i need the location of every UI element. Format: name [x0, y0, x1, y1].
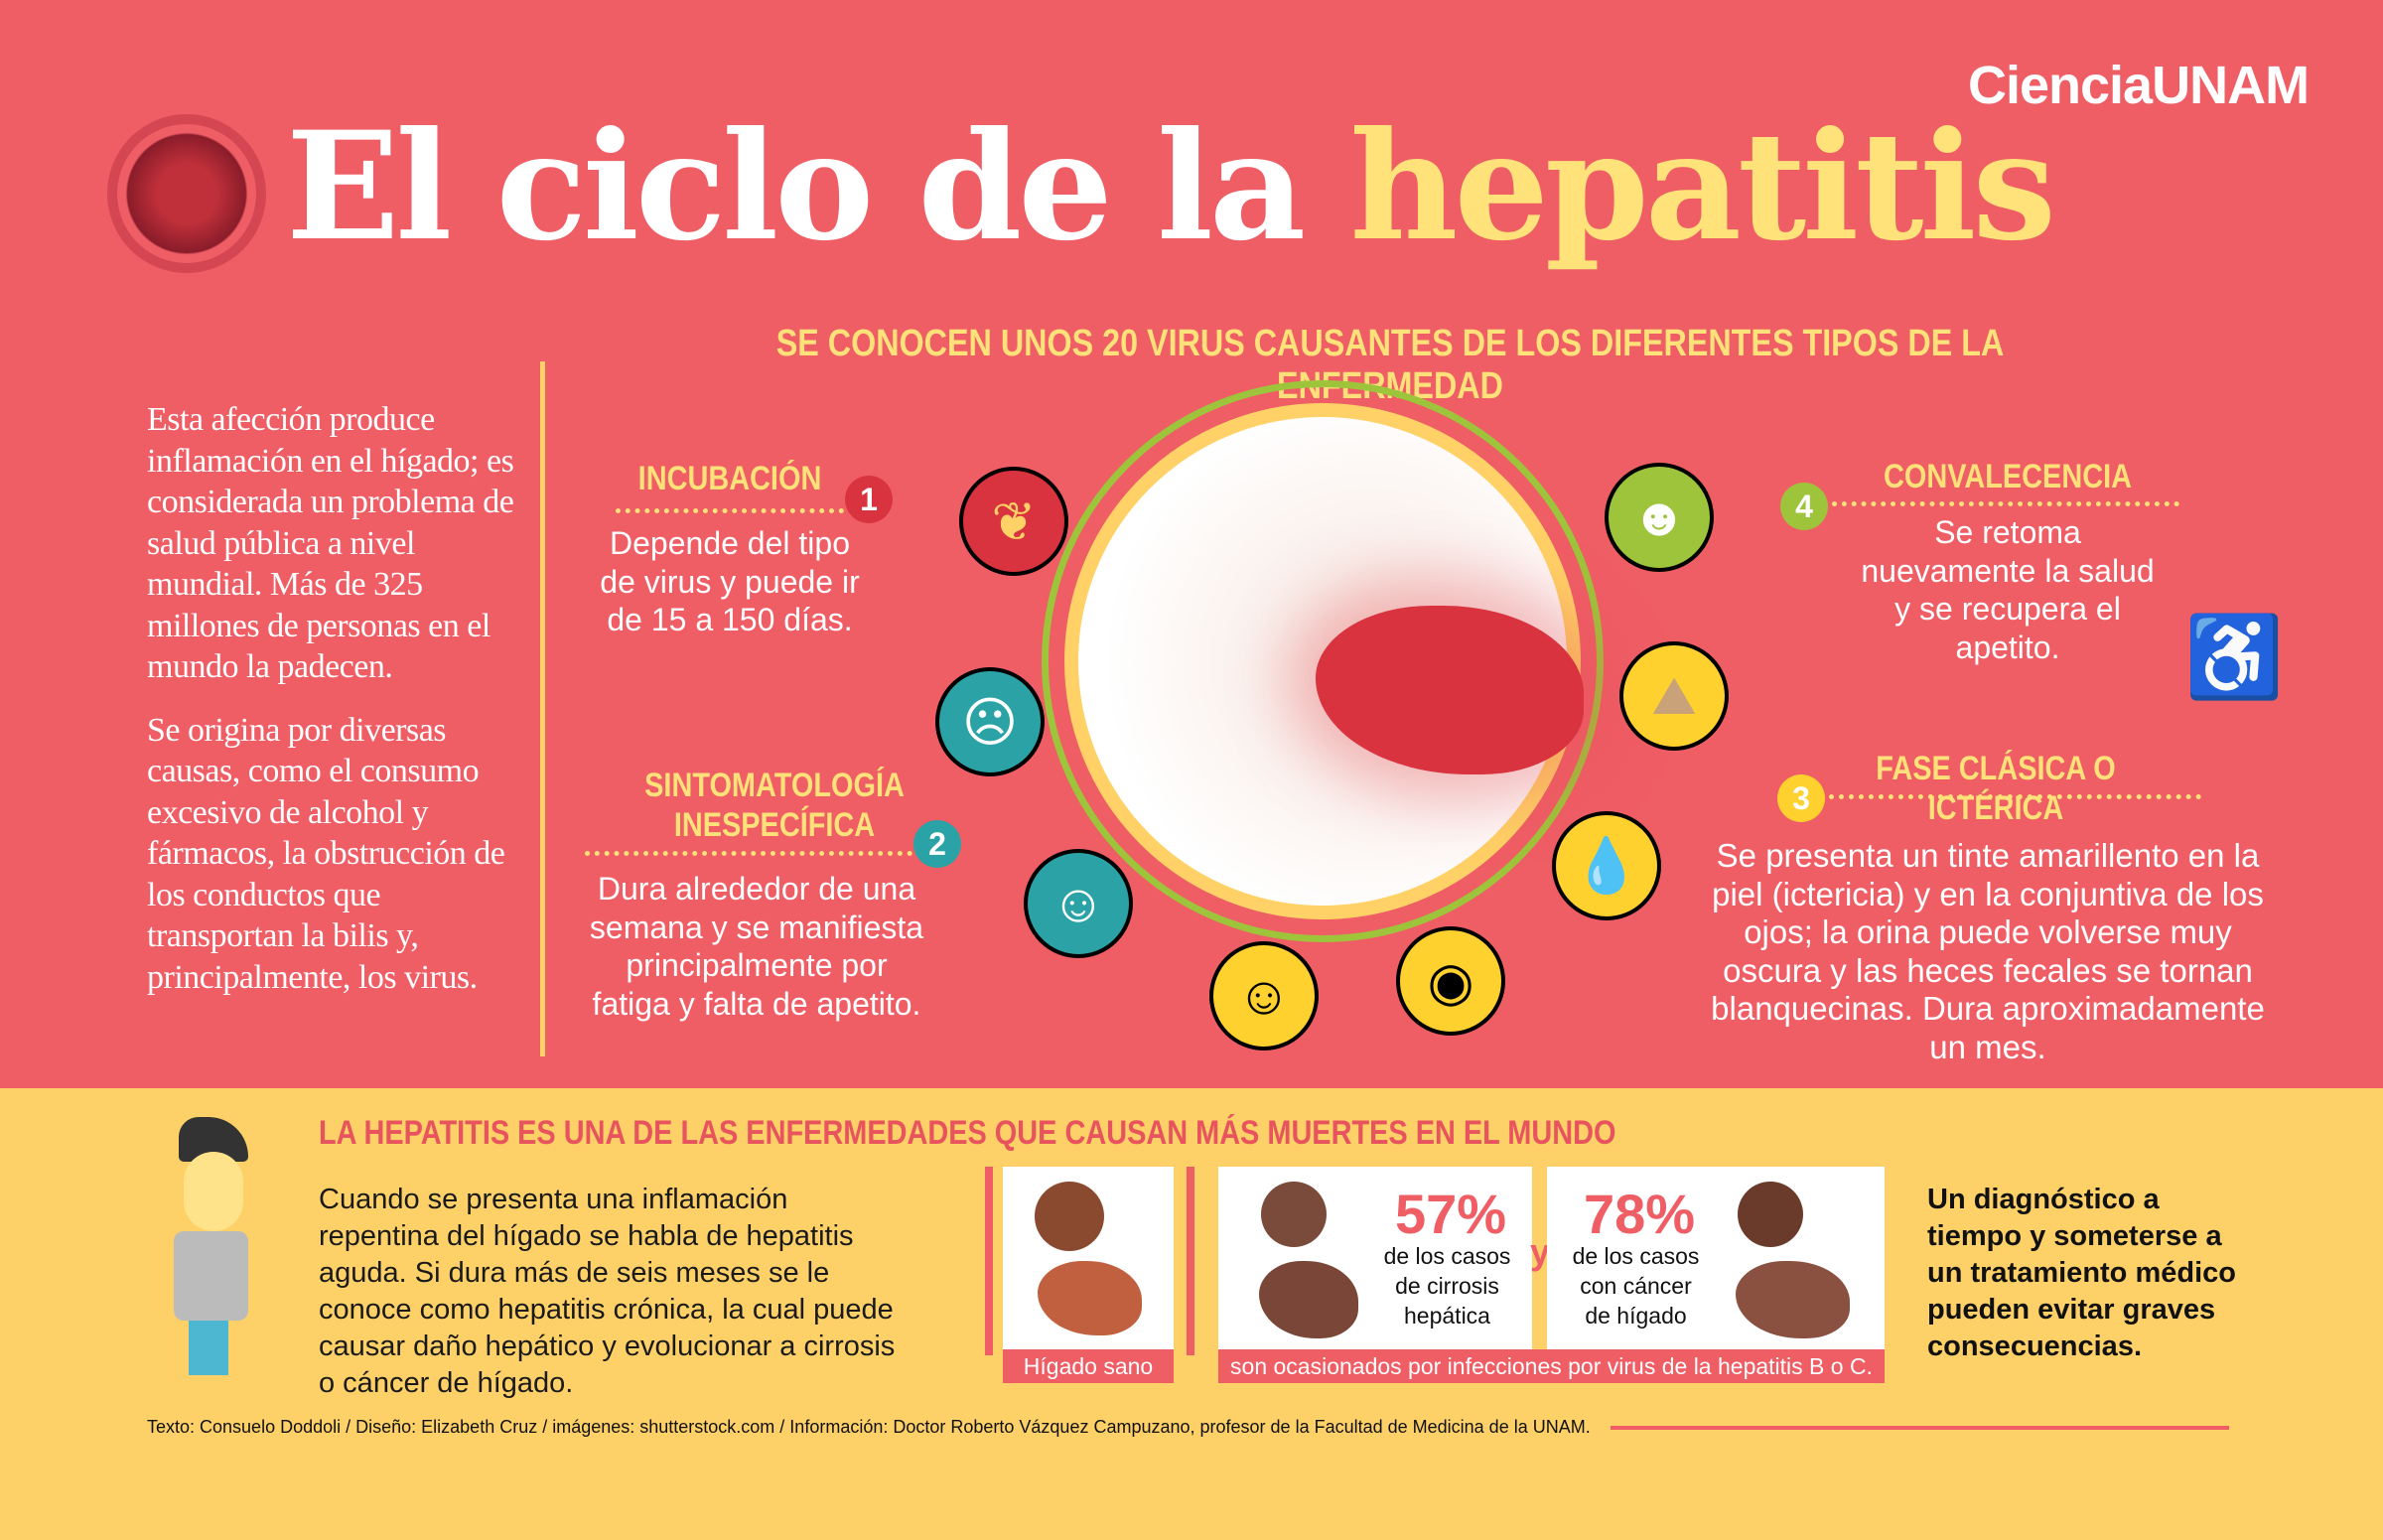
- stage-2-number: 2: [913, 820, 961, 868]
- stage-2-title: SINTOMATOLOGÍA INESPECÍFICA: [623, 766, 926, 845]
- eye-icon: ◉: [1396, 926, 1505, 1036]
- cirrhosis-tissue-icon: [1261, 1182, 1327, 1247]
- stage-4-dots: [1832, 501, 2179, 506]
- bottom-heading: LA HEPATITIS ES UNA DE LAS ENFERMEDADES …: [319, 1114, 1616, 1152]
- stomach-person-icon: ☺: [1209, 941, 1319, 1050]
- headache-person-icon: ☹: [935, 667, 1045, 776]
- stage-3-dots: [1829, 794, 2201, 799]
- credits-line: [1611, 1426, 2229, 1430]
- conclusion-text: Un diagnóstico a tiempo y someterse a un…: [1927, 1184, 2236, 1362]
- red-bar: [985, 1167, 993, 1355]
- feces-icon: ⛰: [1619, 641, 1729, 751]
- intro-paragraph: Se origina por diversas causas, como el …: [147, 711, 505, 996]
- stage-4-text: Se retoma nuevamente la salud y se recup…: [1861, 514, 2155, 665]
- stage-1-number: 1: [845, 476, 893, 523]
- stage-4-number: 4: [1780, 483, 1828, 530]
- and-connector: y: [1530, 1231, 1551, 1272]
- cause-caption: son ocasionados por infecciones por viru…: [1218, 1349, 1885, 1383]
- label-line: de cirrosis: [1395, 1273, 1499, 1299]
- cancer-percent: 78%: [1584, 1183, 1696, 1245]
- label-line: de los casos: [1383, 1243, 1511, 1269]
- urine-drop-icon: 💧: [1552, 811, 1661, 920]
- cancer-label: de los casos con cáncer de hígado: [1564, 1241, 1708, 1330]
- healthy-tissue-icon: [1035, 1182, 1104, 1251]
- stage-3-text: Se presenta un tinte amarillento en la p…: [1711, 837, 2265, 1065]
- label-line: de los casos: [1572, 1243, 1700, 1269]
- cirrhosis-percent: 57%: [1395, 1183, 1507, 1245]
- stage-3-title: FASE CLÁSICA O ICTÉRICA: [1876, 750, 2116, 827]
- happy-person-icon: ☻: [1605, 463, 1714, 572]
- subtitle: SE CONOCEN UNOS 20 VIRUS CAUSANTES DE LO…: [775, 323, 2005, 407]
- intro-text: Esta afección produce inflamación en el …: [147, 399, 524, 1020]
- stage-1-dots: [616, 508, 844, 513]
- cycle-ring: [1042, 380, 1604, 942]
- intro-paragraph: Esta afección produce inflamación en el …: [147, 401, 514, 685]
- label-line: con cáncer: [1580, 1273, 1692, 1299]
- cirrhosis-liver-icon: [1259, 1261, 1358, 1338]
- cancer-liver-icon: [1736, 1261, 1850, 1338]
- stage-1-title: INCUBACIÓN: [637, 460, 822, 497]
- stage-2-title-l1: SINTOMATOLOGÍA: [644, 767, 905, 804]
- cancer-tissue-icon: [1738, 1182, 1803, 1247]
- stage-1-text: Depende del tipo de virus y puede ir de …: [600, 525, 860, 637]
- sitting-person-icon: ♿: [2184, 613, 2284, 701]
- divider: [540, 361, 545, 1056]
- liver-virus-icon: ❦: [959, 467, 1068, 576]
- page-title: El ciclo de la hepatitis: [286, 99, 2056, 274]
- stage-2-dots: [585, 851, 912, 856]
- stage-4-title: CONVALECENCIA: [1884, 458, 2132, 495]
- fatigue-person-icon: ☺: [1024, 849, 1133, 958]
- label-line: de hígado: [1585, 1303, 1687, 1329]
- ciencia-unam-logo: CienciaUNAM: [1968, 56, 2310, 115]
- virus-icon: [117, 124, 256, 263]
- stage-2-text: Dura alrededor de una semana y se manifi…: [589, 871, 924, 1022]
- cirrhosis-label: de los casos de cirrosis hepática: [1375, 1241, 1519, 1330]
- healthy-liver-icon: [1038, 1261, 1142, 1335]
- liver-illustration: [1316, 606, 1584, 774]
- bottom-paragraph: Cuando se presenta una inflamación repen…: [319, 1184, 896, 1399]
- worried-man-illustration: [149, 1117, 288, 1385]
- stage-3-number: 3: [1777, 774, 1825, 822]
- stage-2-title-l2: INESPECÍFICA: [673, 806, 876, 844]
- red-bar: [1187, 1167, 1194, 1355]
- label-line: hepática: [1404, 1303, 1490, 1329]
- credits: Texto: Consuelo Doddoli / Diseño: Elizab…: [147, 1417, 1591, 1437]
- healthy-caption: Hígado sano: [1003, 1349, 1174, 1383]
